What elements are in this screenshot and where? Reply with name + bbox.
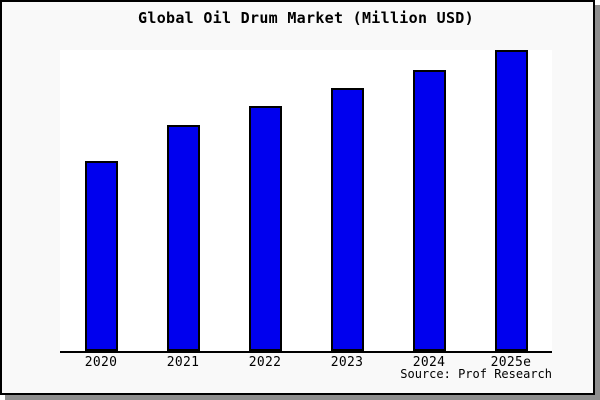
x-tick-label-2022: 2022 xyxy=(248,355,282,370)
bar-slot xyxy=(224,50,306,351)
bar-2025e xyxy=(494,50,528,351)
bar-2024 xyxy=(412,70,446,351)
chart-title: Global Oil Drum Market (Million USD) xyxy=(138,9,474,27)
x-tick-label-2020: 2020 xyxy=(84,355,118,370)
bar-chart xyxy=(60,50,552,353)
x-axis-tick-labels: 2020 2021 2022 2023 2024 2025e xyxy=(60,355,552,370)
bar-slot xyxy=(470,50,552,351)
x-tick-label-2023: 2023 xyxy=(330,355,364,370)
x-tick-label-2025e: 2025e xyxy=(490,355,532,370)
source-credit: Source: Prof Research xyxy=(400,367,552,381)
bar-slot xyxy=(60,50,142,351)
bar-2023 xyxy=(330,88,364,351)
x-tick-label-2024: 2024 xyxy=(412,355,446,370)
bar-slot xyxy=(388,50,470,351)
bar-2022 xyxy=(248,106,282,351)
bar-2021 xyxy=(166,125,200,351)
bar-2020 xyxy=(84,161,118,351)
chart-figure: Global Oil Drum Market (Million USD) 202… xyxy=(0,0,595,395)
bar-slot xyxy=(142,50,224,351)
x-tick-label-2021: 2021 xyxy=(166,355,200,370)
bar-slot xyxy=(306,50,388,351)
